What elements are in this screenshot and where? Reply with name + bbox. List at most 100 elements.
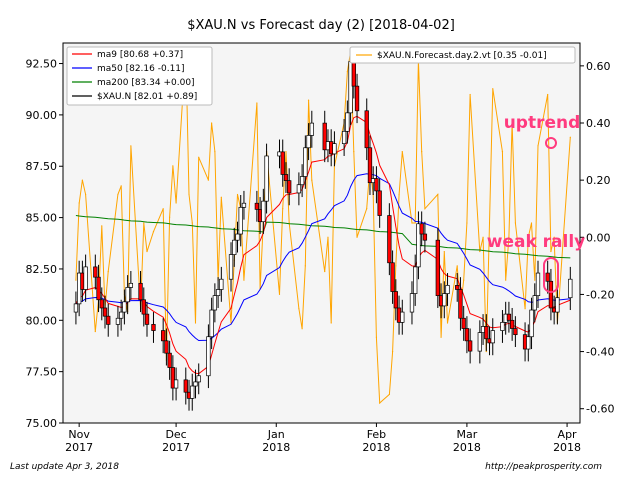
forecast-point [172,165,174,167]
candle-body [364,110,369,149]
forecast-point [553,236,555,238]
candle-body [393,291,398,309]
candle-body [215,289,221,296]
forecast-point [446,322,449,324]
candle-body [125,287,130,303]
annotation-weak-rally-marker [543,257,559,293]
candle-body [416,223,421,268]
legend-label: ma9 [80.68 +0.37] [97,50,183,60]
candle-body [183,379,188,393]
candle-body [513,328,518,336]
candle-body [190,385,195,399]
forecast-point [188,193,190,196]
forecast-point [492,88,494,90]
left-axis-tick-label: 85.00 [26,212,58,225]
forecast-point [424,208,426,210]
candle-body [351,61,356,87]
forecast-point [243,279,245,281]
forecast-point [236,193,239,196]
candle-body [354,85,360,112]
forecast-point [101,225,103,227]
candle-body [545,272,550,282]
forecast-point [162,208,164,210]
forecast-point [421,150,423,153]
forecast-point [78,202,80,204]
candle-body [209,309,214,338]
forecast-point [440,336,442,338]
forecast-point [395,265,397,267]
forecast-point [211,122,213,124]
candle-body [235,233,240,241]
ma200-line [75,215,571,259]
right-axis: -0.60 -0.40 -0.20 0.00 0.20 0.40 0.60 [580,60,614,416]
candle-body [400,311,405,323]
candle-body [345,112,350,132]
candle-body [377,190,382,216]
candle-body [119,311,124,319]
forecast-point [411,222,413,224]
x-axis-tick-label-year: 2018 [262,441,290,454]
candle-body [287,180,292,194]
forecast-point [152,230,155,233]
annotation-uptrend: uptrend [504,113,581,133]
forecast-point [278,293,281,296]
candle-body [228,254,234,280]
candle-body [367,147,373,184]
moving-averages [75,115,571,375]
footer-source-url: http://peakprosperity.com [485,462,602,472]
candle-body [296,184,302,194]
ma9-line [75,115,571,375]
forecast-point [301,328,303,330]
right-axis-tick-label: -0.60 [586,403,614,416]
x-axis-tick-label-year: 2017 [162,441,190,454]
candle-body [529,309,534,338]
annotation-weak-rally: weak rally [487,232,586,252]
candle-body [332,143,337,155]
forecast-point [379,402,381,404]
forecast-point [94,330,96,333]
candle-body [280,151,285,175]
forecast-point [298,308,300,310]
right-axis-tick-label: 0.20 [586,174,611,187]
legend-right-box [349,46,576,64]
candle-body [261,200,266,223]
forecast-point [569,136,571,138]
candle-body [264,155,269,202]
right-axis-tick-label: -0.20 [586,288,614,301]
candle-body [458,289,463,319]
forecast-point [537,145,539,147]
forecast-point [534,279,536,281]
forecast-point [414,222,416,224]
candle-body [568,278,573,299]
candle-body [254,202,260,210]
forecast-point [391,350,394,353]
forecast-point [375,336,378,338]
candle-body [506,313,512,321]
candle-body [122,301,127,313]
candle-body [548,280,554,309]
legend-label: ma50 [82.16 -0.11] [97,64,185,74]
forecast-point [346,70,348,73]
annotation-uptrend-marker [545,137,557,149]
candle-body [151,324,156,331]
candle-body [106,315,111,325]
candle-body [490,330,495,344]
candle-body [206,336,211,377]
x-axis-tick-label-year: 2018 [553,441,581,454]
forecast-point [508,236,510,238]
right-axis-tick-label: 0.60 [586,60,611,73]
ma50-line [75,173,571,342]
candle-body [138,282,143,301]
left-axis-tick-label: 90.00 [26,109,58,122]
forecast-point [550,250,552,253]
forecast-point [307,99,310,101]
legend-left-box [66,46,213,106]
forecast-point [514,222,516,224]
forecast-point [85,193,87,196]
candle-body [93,266,98,278]
left-axis: 75.00 77.50 80.00 82.50 85.00 87.50 90.00 92.50 [26,58,63,430]
candle-body [322,122,327,151]
candle-body [409,293,415,313]
candle-body [422,233,428,241]
